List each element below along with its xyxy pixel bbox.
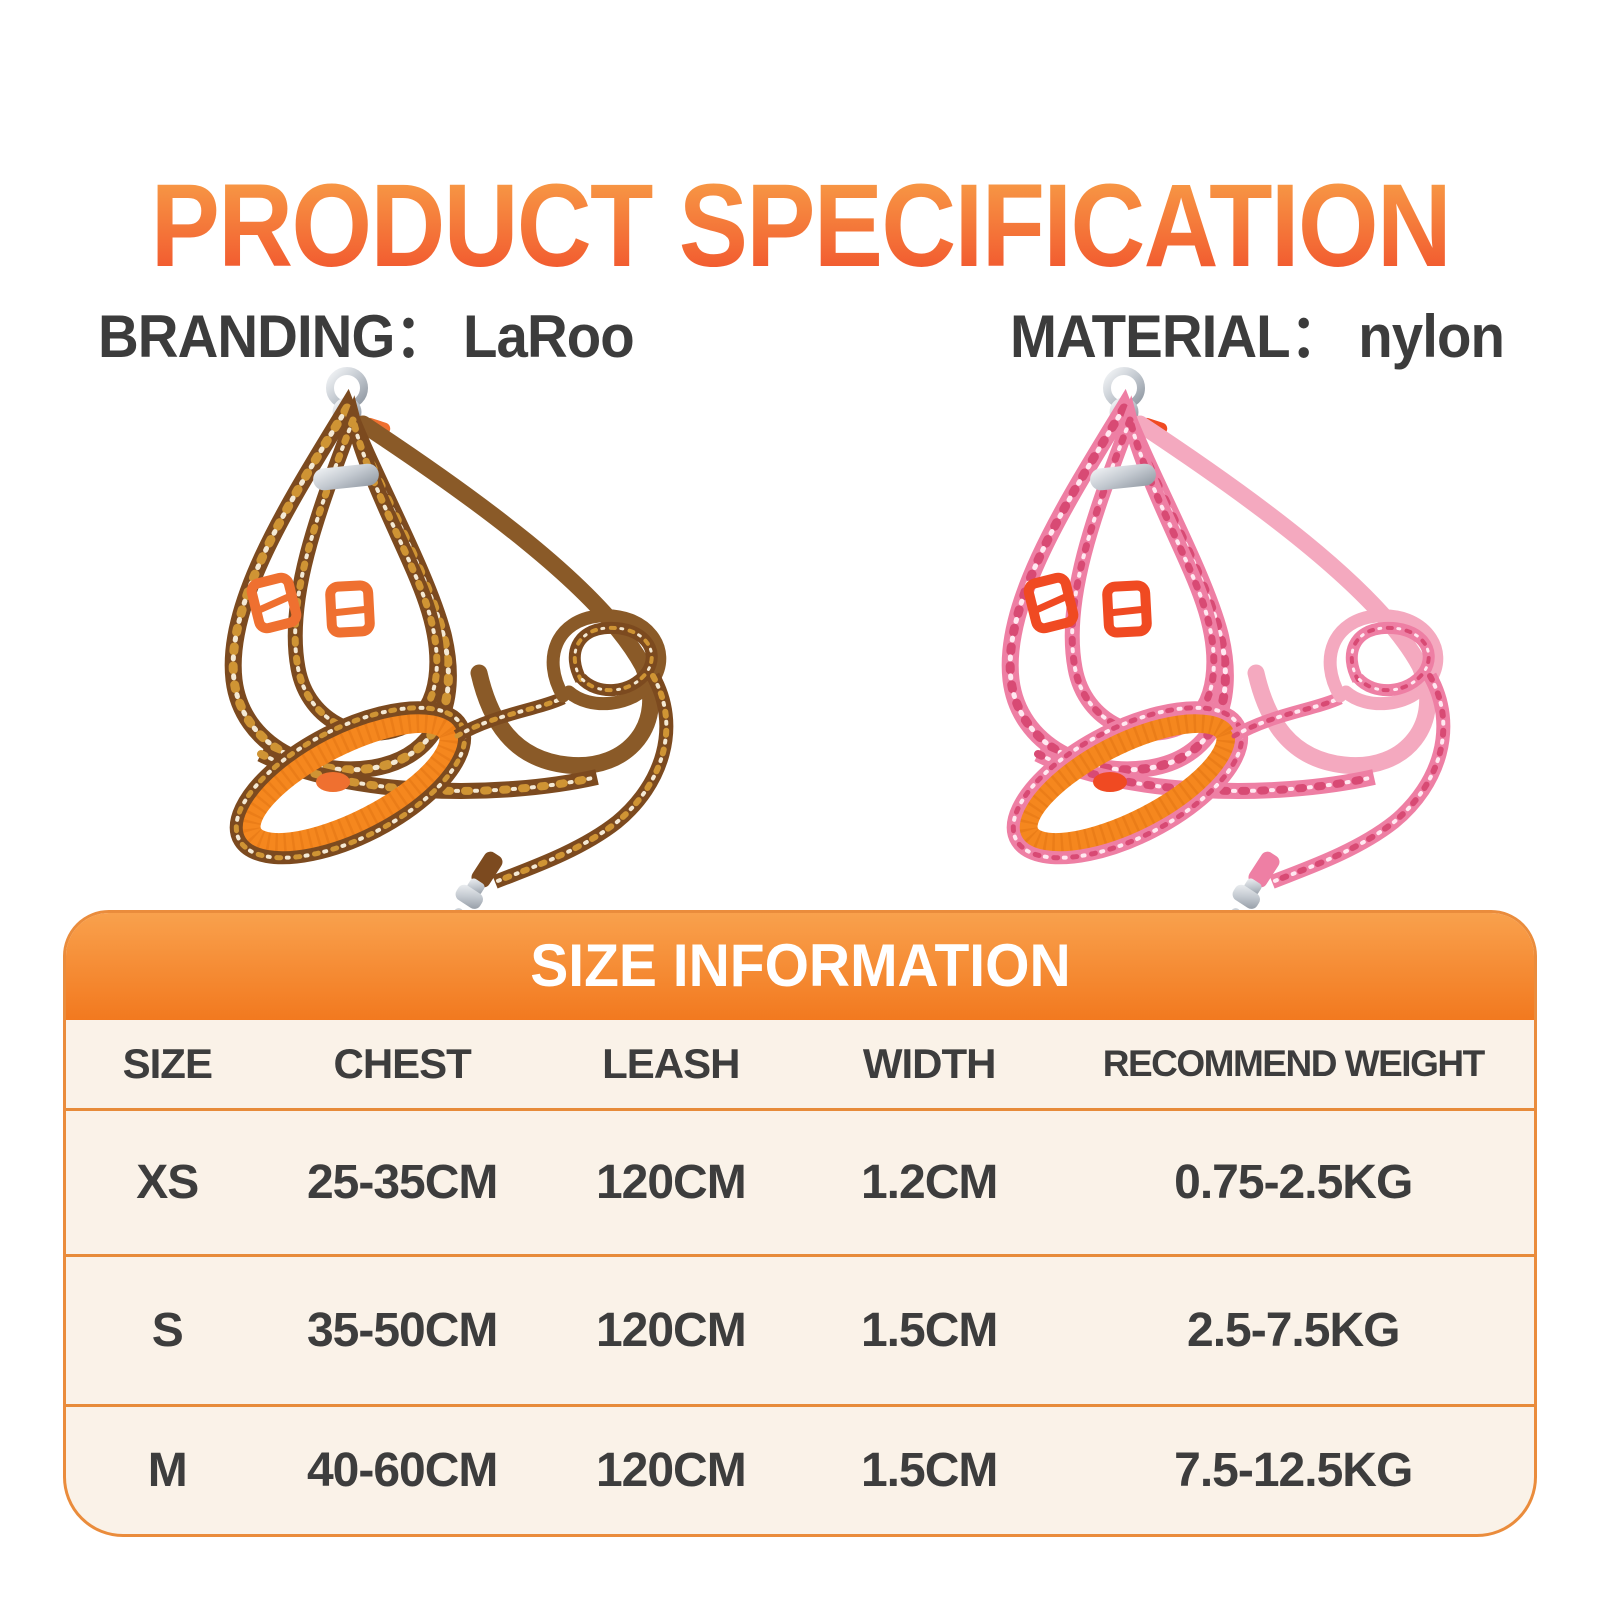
- leash-handle: [229, 701, 472, 865]
- cell-weight: 0.75-2.5KG: [1174, 1156, 1413, 1209]
- size-table-header-row: SIZE CHEST LEASH WIDTH RECOMMEND WEIGHT: [66, 1020, 1534, 1108]
- slider-buckle-metal: [313, 463, 379, 491]
- cell-size: XS: [136, 1156, 199, 1209]
- cell-size: S: [151, 1304, 184, 1357]
- cell-leash: 120CM: [595, 1444, 747, 1497]
- cell-chest: 25-35CM: [306, 1156, 498, 1209]
- branding-label: BRANDING：: [98, 303, 451, 370]
- cell-width: 1.5CM: [860, 1444, 998, 1497]
- adjuster-buckle: [246, 572, 302, 634]
- cell-leash: 120CM: [595, 1304, 747, 1357]
- product-photo-pink-harness-leash-set: [942, 358, 1592, 974]
- col-header-chest: CHEST: [333, 1040, 471, 1087]
- strap-tab: [316, 772, 350, 792]
- mesh-handle-pad: [1013, 708, 1241, 858]
- col-header-size: SIZE: [122, 1040, 213, 1087]
- adjuster-buckle: [1023, 572, 1079, 634]
- leash-handle: [1006, 701, 1249, 865]
- material-label: MATERIAL：: [1010, 303, 1346, 370]
- strap-tab: [1093, 772, 1127, 792]
- page-title: PRODUCT SPECIFICATION: [150, 160, 1451, 293]
- table-row-s: S 35-50CM 120CM 1.5CM 2.5-7.5KG: [66, 1254, 1534, 1404]
- table-row-xs: XS 25-35CM 120CM 1.2CM 0.75-2.5KG: [66, 1108, 1534, 1254]
- material-line: MATERIAL： nylon: [1010, 288, 1505, 375]
- cell-leash: 120CM: [595, 1156, 747, 1209]
- slider-buckle-metal: [1090, 463, 1156, 491]
- size-information-banner: SIZE INFORMATION: [66, 913, 1534, 1020]
- size-information-title: SIZE INFORMATION: [529, 931, 1071, 999]
- material-value: nylon: [1358, 303, 1505, 370]
- cell-chest: 40-60CM: [306, 1444, 498, 1497]
- cell-weight: 7.5-12.5KG: [1174, 1444, 1413, 1497]
- col-header-leash: LEASH: [602, 1040, 740, 1087]
- col-header-width: WIDTH: [862, 1040, 997, 1087]
- page-title-wrap: PRODUCT SPECIFICATION: [0, 88, 1600, 364]
- adjuster-buckle: [1102, 580, 1152, 638]
- cell-size: M: [147, 1444, 188, 1497]
- cell-width: 1.2CM: [860, 1156, 998, 1209]
- table-row-m: M 40-60CM 120CM 1.5CM 7.5-12.5KG: [66, 1404, 1534, 1534]
- branding-value: LaRoo: [463, 303, 635, 370]
- cell-width: 1.5CM: [860, 1304, 998, 1357]
- product-photo-brown-harness-leash-set: [165, 358, 815, 974]
- branding-line: BRANDING： LaRoo: [98, 288, 635, 375]
- adjuster-buckle: [325, 580, 375, 638]
- mesh-handle-pad: [236, 708, 464, 858]
- size-information-panel: SIZE INFORMATION SIZE CHEST LEASH WIDTH …: [63, 910, 1537, 1537]
- cell-chest: 35-50CM: [306, 1304, 498, 1357]
- col-header-recommend-weight: RECOMMEND WEIGHT: [1102, 1043, 1485, 1084]
- cell-weight: 2.5-7.5KG: [1187, 1304, 1400, 1357]
